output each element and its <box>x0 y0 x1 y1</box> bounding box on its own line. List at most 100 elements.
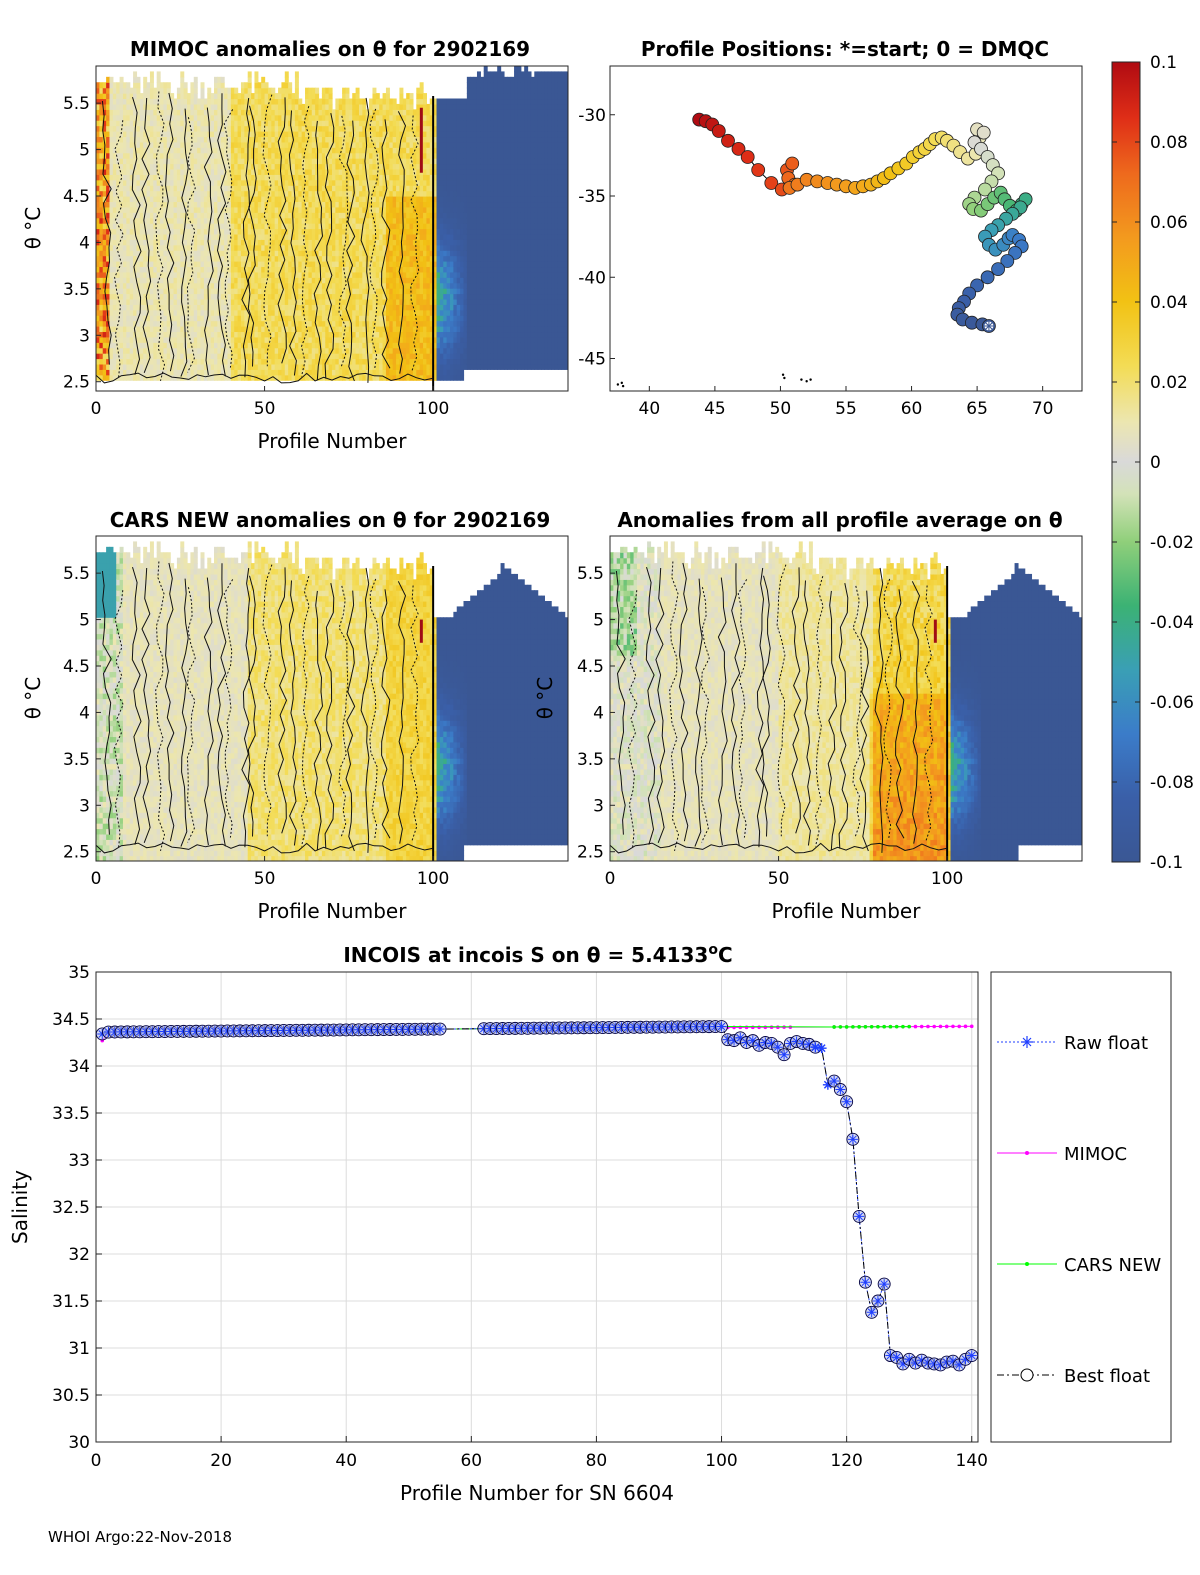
heat-cell <box>257 298 262 305</box>
heat-cell <box>106 369 111 376</box>
heat-cell <box>396 266 401 273</box>
heat-cell <box>156 223 161 230</box>
heat-cell <box>267 347 272 354</box>
heat-cell <box>170 217 175 224</box>
heat-cell <box>402 315 407 322</box>
heat-cell <box>321 120 326 127</box>
heat-cell <box>163 152 168 159</box>
heat-cell <box>308 206 313 213</box>
heat-cell <box>234 277 239 284</box>
heat-cell <box>112 255 117 262</box>
heat-cell <box>200 136 205 143</box>
heat-cell <box>257 185 262 192</box>
heat-cell <box>160 239 165 246</box>
heat-cell <box>227 326 232 333</box>
heat-cell <box>224 331 229 338</box>
heat-cell <box>136 136 141 143</box>
heat-cell <box>325 114 330 121</box>
heat-cell <box>372 293 377 300</box>
heat-cell <box>193 363 198 370</box>
heat-cell <box>224 212 229 219</box>
heat-cell <box>274 136 279 143</box>
heat-cell <box>352 103 357 110</box>
heat-cell <box>156 71 161 78</box>
heat-cell <box>288 179 293 186</box>
heat-cell <box>254 125 259 132</box>
heat-cell <box>136 336 141 343</box>
heat-cell <box>271 206 276 213</box>
heat-cell <box>298 342 303 349</box>
heat-cell <box>399 282 404 289</box>
heat-cell <box>379 158 384 165</box>
heat-cell <box>244 298 249 305</box>
heat-cell <box>254 261 259 268</box>
heat-cell <box>355 315 360 322</box>
heat-cell <box>187 131 191 138</box>
heat-cell <box>267 114 272 121</box>
heat-cell <box>379 288 384 295</box>
heat-cell <box>176 223 181 230</box>
heat-cell <box>133 358 138 365</box>
heat-cell <box>348 217 353 224</box>
heat-cell <box>133 336 138 343</box>
heat-cell <box>146 152 151 159</box>
heat-cell <box>136 277 141 284</box>
heat-cell <box>348 190 353 197</box>
heat-cell <box>362 363 367 370</box>
heat-cell <box>294 109 299 116</box>
heat-cell <box>173 152 178 159</box>
heat-cell <box>247 320 252 327</box>
heat-cell <box>396 125 401 132</box>
heat-cell <box>301 179 306 186</box>
heat-cell <box>143 374 148 381</box>
heat-cell <box>187 374 191 381</box>
heat-cell <box>230 250 235 257</box>
heat-cell <box>311 152 316 159</box>
heat-cell <box>160 320 165 327</box>
heat-cell <box>318 363 323 370</box>
heat-cell <box>372 282 377 289</box>
heat-cell <box>264 369 269 376</box>
heat-cell <box>244 223 249 230</box>
heat-cell <box>210 114 215 121</box>
heat-cell <box>402 206 407 213</box>
heat-cell <box>99 255 104 262</box>
heat-cell <box>355 331 360 338</box>
heat-cell <box>170 163 175 170</box>
heat-cell <box>156 282 161 289</box>
heat-cell <box>251 190 256 197</box>
heat-cell <box>112 185 117 192</box>
heat-cell <box>122 342 127 349</box>
heat-cell <box>342 109 347 116</box>
heat-cell <box>237 233 242 240</box>
heat-cell <box>325 293 330 300</box>
heat-cell <box>200 277 205 284</box>
heat-cell <box>328 374 333 381</box>
heat-cell <box>399 163 404 170</box>
heat-cell <box>109 309 114 316</box>
heat-cell <box>389 282 394 289</box>
heat-cell <box>160 98 165 105</box>
heat-cell <box>187 136 191 143</box>
heat-cell <box>217 363 222 370</box>
heat-cell <box>267 266 272 273</box>
heat-cell <box>399 293 404 300</box>
heat-cell <box>170 271 175 278</box>
heat-cell <box>146 125 151 132</box>
heat-cell <box>133 282 138 289</box>
heat-cell <box>227 185 232 192</box>
heat-cell <box>143 174 148 181</box>
heat-cell <box>240 103 245 110</box>
heat-cell <box>129 103 134 110</box>
heat-cell <box>294 82 299 89</box>
heat-cell <box>379 174 384 181</box>
heat-cell <box>281 87 286 94</box>
heat-cell <box>173 212 178 219</box>
heat-cell <box>369 163 374 170</box>
heat-cell <box>247 266 252 273</box>
heat-cell <box>119 163 124 170</box>
heat-cell <box>281 109 286 116</box>
heat-cell <box>402 147 407 154</box>
heat-cell <box>389 131 394 138</box>
heat-cell <box>200 93 205 100</box>
